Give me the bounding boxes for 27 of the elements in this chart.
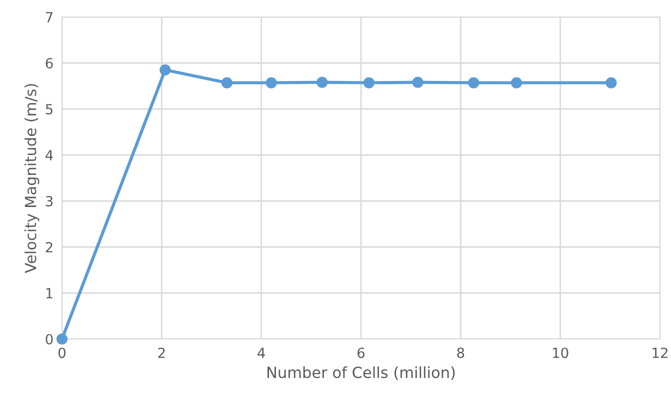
y-tick-label: 5 xyxy=(46,104,52,114)
y-tick-label: 0 xyxy=(46,334,53,344)
x-tick-label: 8 xyxy=(457,348,464,358)
y-axis-title: Velocity Magnitude (m/s) xyxy=(24,84,40,274)
x-axis-title: Number of Cells (million) xyxy=(268,366,455,380)
point xyxy=(412,76,424,88)
y-tick-label: 3 xyxy=(46,196,53,206)
point xyxy=(316,76,328,88)
point xyxy=(56,333,68,345)
point xyxy=(510,77,522,88)
point xyxy=(266,77,277,88)
y-tick-label: 1 xyxy=(46,288,52,298)
x-tick-label: 4 xyxy=(258,348,265,358)
point xyxy=(606,77,617,88)
point xyxy=(468,77,480,88)
y-tick-label: 6 xyxy=(46,58,53,68)
x-tick-label: 6 xyxy=(358,348,365,358)
y-tick-label: 7 xyxy=(46,12,52,22)
x-tick-label: 10 xyxy=(553,348,568,358)
x-tick-label: 12 xyxy=(652,348,668,358)
point xyxy=(363,77,375,88)
x-tick-label: 0 xyxy=(58,348,66,358)
x-tick-label: 2 xyxy=(158,348,165,358)
point xyxy=(221,77,233,88)
y-tick-label: 4 xyxy=(46,150,53,160)
point xyxy=(160,64,171,76)
y-tick-label: 2 xyxy=(46,242,52,252)
